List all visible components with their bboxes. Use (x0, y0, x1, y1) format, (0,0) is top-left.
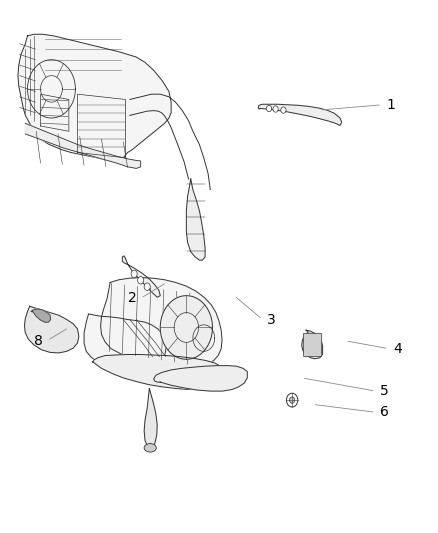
Polygon shape (122, 256, 160, 297)
Polygon shape (302, 330, 322, 359)
Circle shape (266, 106, 272, 112)
Polygon shape (186, 179, 205, 260)
Polygon shape (25, 123, 141, 168)
Text: 4: 4 (393, 342, 402, 356)
Polygon shape (31, 309, 50, 322)
FancyBboxPatch shape (304, 333, 322, 357)
Ellipse shape (144, 443, 156, 452)
Polygon shape (258, 104, 342, 125)
Polygon shape (93, 354, 228, 390)
Circle shape (286, 393, 298, 407)
Text: 8: 8 (34, 334, 43, 348)
Circle shape (131, 270, 137, 278)
Polygon shape (84, 314, 166, 372)
Circle shape (138, 277, 144, 284)
Polygon shape (25, 306, 79, 353)
Polygon shape (18, 34, 171, 161)
Text: 2: 2 (127, 292, 136, 305)
Polygon shape (160, 296, 212, 359)
Text: 6: 6 (380, 405, 389, 419)
Polygon shape (154, 366, 247, 391)
Text: 1: 1 (386, 98, 396, 112)
Circle shape (290, 397, 295, 403)
Text: 3: 3 (267, 312, 276, 327)
Text: 5: 5 (380, 384, 389, 398)
Circle shape (144, 283, 150, 290)
Circle shape (281, 107, 286, 114)
Polygon shape (144, 389, 157, 449)
Polygon shape (101, 278, 222, 367)
Circle shape (273, 106, 278, 112)
